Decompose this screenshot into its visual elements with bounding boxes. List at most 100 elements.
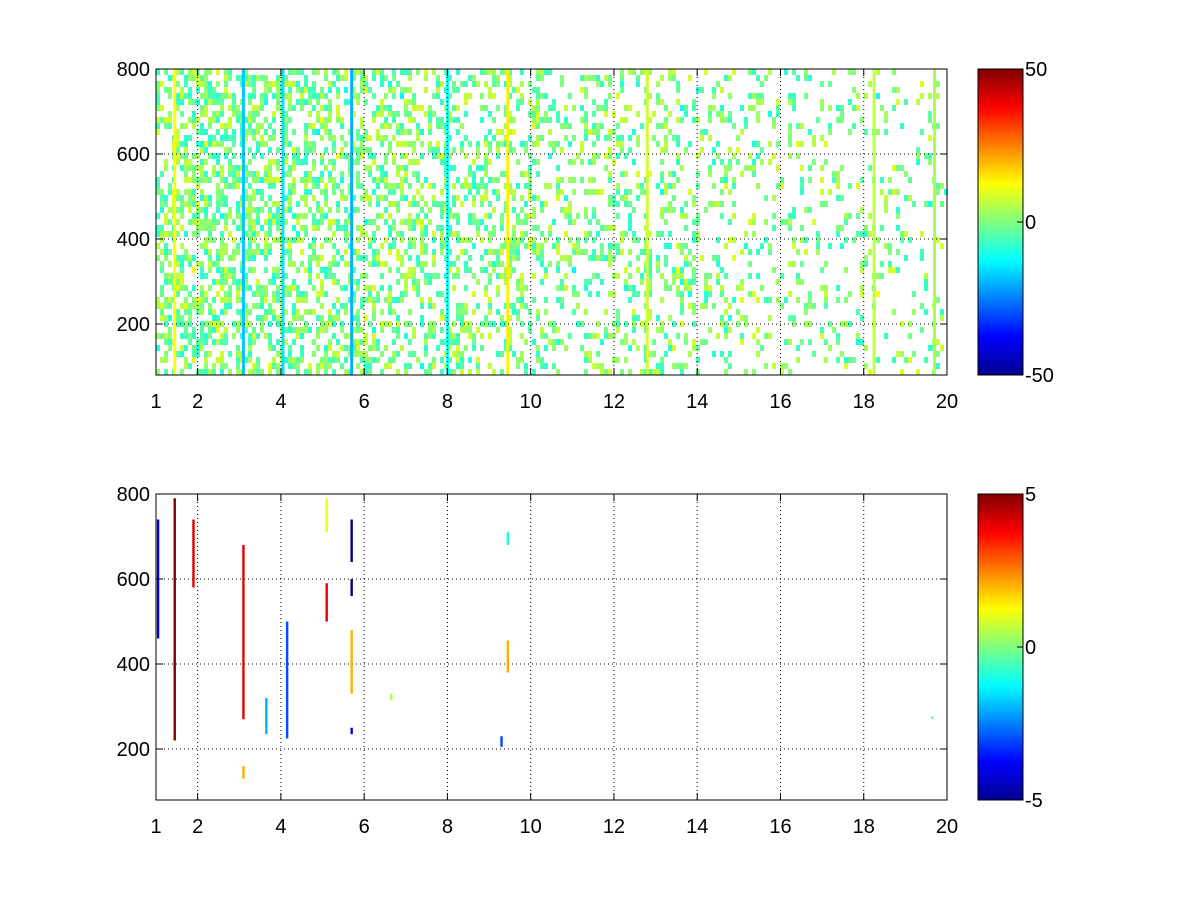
heatmap-cell — [252, 267, 256, 273]
heatmap-cell — [324, 195, 328, 201]
heatmap-cell — [400, 297, 404, 303]
heatmap-cell — [940, 201, 944, 207]
heatmap-cell — [876, 93, 880, 99]
heatmap-cell — [400, 123, 404, 129]
heatmap-cell — [852, 105, 856, 111]
heatmap-cell — [292, 357, 296, 363]
heatmap-cell — [840, 243, 844, 249]
heatmap-cell — [752, 333, 756, 339]
heatmap-cell — [884, 243, 888, 249]
heatmap-cell — [380, 81, 384, 87]
heatmap-cell — [232, 333, 236, 339]
heatmap-cell — [284, 309, 288, 315]
heatmap-cell — [560, 81, 564, 87]
heatmap-cell — [884, 117, 888, 123]
heatmap-cell — [496, 81, 500, 87]
heatmap-cell — [536, 75, 540, 81]
heatmap-cell — [248, 357, 252, 363]
heatmap-cell — [820, 333, 824, 339]
heatmap-cell — [432, 69, 436, 75]
heatmap-cell — [396, 123, 400, 129]
heatmap-cell — [676, 99, 680, 105]
heatmap-cell — [768, 249, 772, 255]
heatmap-cell — [456, 117, 460, 123]
heatmap-cell — [812, 219, 816, 225]
heatmap-cell — [288, 165, 292, 171]
heatmap-cell — [332, 147, 336, 153]
heatmap-cell — [380, 327, 384, 333]
heatmap-cell — [336, 153, 340, 159]
heatmap-cell — [200, 147, 204, 153]
heatmap-cell — [464, 309, 468, 315]
heatmap-cell — [312, 237, 316, 243]
heatmap-cell — [476, 153, 480, 159]
heatmap-cell — [572, 177, 576, 183]
heatmap-cell — [304, 369, 308, 375]
heatmap-cell — [244, 321, 248, 327]
heatmap-cell — [708, 291, 712, 297]
heatmap-cell — [896, 165, 900, 171]
heatmap-cell — [732, 69, 736, 75]
y-tick-label: 400 — [117, 654, 150, 676]
heatmap-cell — [568, 123, 572, 129]
heatmap-cell — [676, 363, 680, 369]
heatmap-cell — [164, 297, 168, 303]
heatmap-cell — [732, 201, 736, 207]
heatmap-cell — [648, 93, 652, 99]
heatmap-cell — [664, 255, 668, 261]
heatmap-cell — [384, 237, 388, 243]
heatmap-cell — [564, 255, 568, 261]
heatmap-cell — [672, 321, 676, 327]
heatmap-cell — [392, 75, 396, 81]
heatmap-cell — [524, 369, 528, 375]
heatmap-cell — [660, 189, 664, 195]
heatmap-cell — [256, 189, 260, 195]
heatmap-cell — [380, 195, 384, 201]
heatmap-cell — [748, 273, 752, 279]
heatmap-cell — [352, 111, 356, 117]
heatmap-cell — [272, 237, 276, 243]
heatmap-cell — [192, 171, 196, 177]
heatmap-cell — [728, 111, 732, 117]
heatmap-cell — [284, 339, 288, 345]
heatmap-cell — [392, 309, 396, 315]
heatmap-cell — [332, 183, 336, 189]
heatmap-cell — [520, 273, 524, 279]
heatmap-cell — [344, 207, 348, 213]
heatmap-cell — [368, 261, 372, 267]
heatmap-cell — [564, 117, 568, 123]
heatmap-cell — [452, 201, 456, 207]
heatmap-cell — [188, 135, 192, 141]
heatmap-cell — [224, 201, 228, 207]
heatmap-cell — [940, 183, 944, 189]
heatmap-cell — [268, 81, 272, 87]
heatmap-cell — [328, 177, 332, 183]
heatmap-cell — [324, 267, 328, 273]
heatmap-cell — [600, 279, 604, 285]
heatmap-cell — [792, 315, 796, 321]
heatmap-cell — [296, 327, 300, 333]
heatmap-cell — [712, 201, 716, 207]
heatmap-cell — [176, 105, 180, 111]
heatmap-cell — [600, 123, 604, 129]
heatmap-cell — [296, 333, 300, 339]
heatmap-cell — [244, 255, 248, 261]
heatmap-cell — [924, 201, 928, 207]
heatmap-cell — [412, 219, 416, 225]
heatmap-cell — [696, 153, 700, 159]
heatmap-cell — [380, 273, 384, 279]
heatmap-cell — [272, 273, 276, 279]
heatmap-cell — [600, 225, 604, 231]
heatmap-cell — [256, 315, 260, 321]
heatmap-cell — [684, 213, 688, 219]
heatmap-cell — [180, 303, 184, 309]
heatmap-cell — [228, 69, 232, 75]
heatmap-cell — [236, 183, 240, 189]
heatmap-cell — [344, 237, 348, 243]
heatmap-cell — [428, 327, 432, 333]
heatmap-cell — [492, 321, 496, 327]
heatmap-cell — [228, 75, 232, 81]
heatmap-cell — [676, 243, 680, 249]
heatmap-cell — [208, 219, 212, 225]
heatmap-cell — [364, 219, 368, 225]
